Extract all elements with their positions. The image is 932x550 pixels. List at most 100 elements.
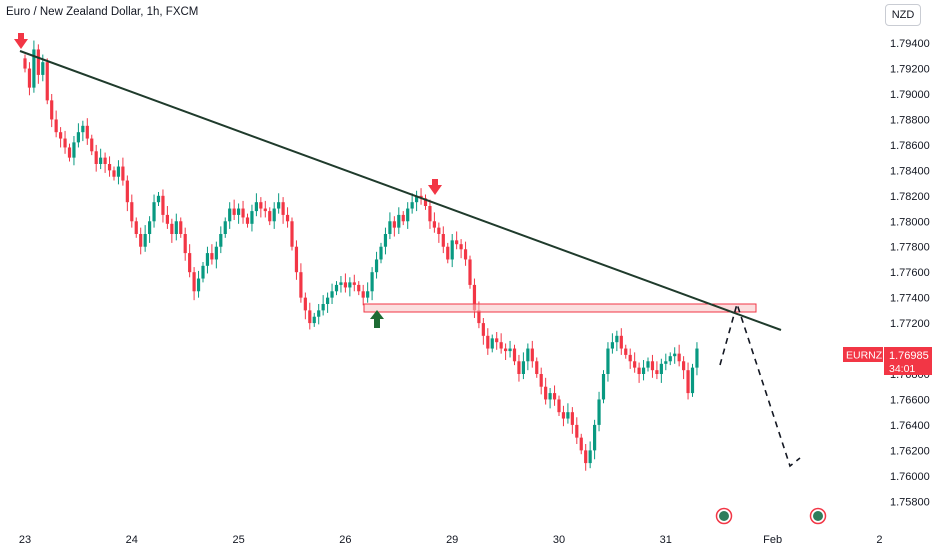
candle-body — [241, 208, 245, 218]
candle-body — [383, 234, 388, 247]
candle-body — [633, 361, 637, 368]
candle-body — [641, 367, 646, 374]
candle-body — [597, 399, 601, 425]
candle-body — [188, 253, 192, 273]
y-tick-label: 1.75800 — [890, 496, 930, 508]
candle-body — [601, 374, 606, 400]
candle-body — [441, 234, 445, 247]
candle-body — [116, 166, 121, 177]
candle-body — [650, 361, 655, 371]
candle-body — [428, 206, 432, 222]
candle-body — [161, 195, 165, 215]
candle-body — [646, 361, 650, 368]
candle-body — [432, 221, 436, 228]
trendline — [19, 50, 782, 331]
candle-body — [254, 202, 258, 212]
candle-body — [107, 164, 112, 171]
candle-body — [588, 450, 592, 464]
candle-body — [637, 367, 641, 374]
candle-body — [205, 253, 210, 266]
candle-body — [139, 234, 143, 247]
candle-body — [526, 348, 530, 362]
event-marker-icon[interactable] — [809, 507, 827, 525]
candle-body — [397, 214, 401, 228]
candle-body — [290, 221, 294, 247]
y-tick-label: 1.77600 — [890, 267, 930, 279]
candle-body — [455, 240, 459, 245]
candle-body — [539, 374, 543, 387]
currency-selector[interactable]: NZD — [885, 4, 921, 26]
x-tick-label: 2 — [876, 534, 882, 546]
y-axis: 1.79400 1.79200 1.79000 1.78800 1.78600 1.784… — [890, 38, 930, 508]
candle-body — [530, 348, 534, 362]
event-marker-icon[interactable] — [715, 507, 733, 525]
candle-body — [321, 304, 325, 311]
candle-body — [512, 348, 517, 362]
candle-body — [81, 125, 85, 133]
y-tick-label: 1.76200 — [890, 445, 930, 457]
price-tag-countdown: 34:01 — [889, 363, 915, 375]
y-tick-label: 1.77200 — [890, 318, 930, 330]
candle-body — [557, 399, 561, 413]
candle-body — [579, 437, 583, 451]
candle-body — [134, 221, 138, 234]
candle-body — [317, 310, 321, 317]
x-axis: 23 24 25 26 29 30 31 Feb 2 — [19, 534, 883, 546]
arrow-down-icon — [14, 33, 28, 49]
candles — [23, 40, 699, 471]
candle-body — [170, 223, 174, 234]
y-tick-label: 1.79000 — [890, 89, 930, 101]
candle-body — [85, 125, 89, 139]
x-tick-label: 24 — [126, 534, 138, 546]
candle-body — [152, 202, 156, 222]
candle-body — [192, 272, 196, 292]
candle-body — [392, 221, 396, 228]
candle-body — [67, 147, 72, 158]
candle-body — [677, 353, 681, 362]
candle-body — [486, 335, 490, 349]
candle-body — [210, 253, 214, 260]
candle-body — [179, 221, 183, 234]
candle-body — [268, 211, 272, 222]
candle-body — [245, 217, 250, 224]
candle-body — [361, 291, 365, 298]
candle-body — [584, 450, 588, 464]
candle-body — [366, 291, 370, 298]
candle-body — [548, 393, 552, 400]
candle-body — [659, 363, 663, 374]
candle-body — [495, 338, 499, 343]
candle-body — [72, 142, 76, 158]
price-tag-price: 1.76985 — [889, 350, 929, 362]
candle-body — [165, 214, 169, 224]
y-tick-label: 1.79400 — [890, 38, 930, 50]
candle-body — [686, 370, 690, 394]
candle-body — [615, 335, 619, 343]
y-tick-label: 1.78600 — [890, 140, 930, 152]
candle-body — [223, 221, 227, 234]
candle-body — [294, 246, 299, 273]
y-tick-label: 1.77800 — [890, 242, 930, 254]
candle-body — [468, 259, 472, 285]
candle-body — [423, 198, 428, 206]
candle-body — [463, 249, 468, 260]
candle-body — [566, 412, 570, 419]
candle-body — [330, 291, 334, 298]
x-tick-label: 23 — [19, 534, 31, 546]
candle-body — [339, 282, 343, 285]
candle-body — [27, 68, 32, 88]
candle-body — [76, 132, 80, 143]
candle-body — [36, 49, 40, 75]
arrow-up-icon — [370, 310, 384, 328]
y-tick-label: 1.78200 — [890, 191, 930, 203]
candle-body — [250, 211, 254, 224]
candle-body — [232, 208, 236, 215]
y-tick-label: 1.78000 — [890, 216, 930, 228]
candle-body — [308, 310, 312, 324]
candle-body — [183, 234, 187, 254]
candle-body — [50, 100, 54, 120]
candle-body — [370, 272, 374, 292]
candle-body — [348, 282, 352, 288]
candle-body — [415, 195, 419, 203]
y-tick-label: 1.76400 — [890, 420, 930, 432]
